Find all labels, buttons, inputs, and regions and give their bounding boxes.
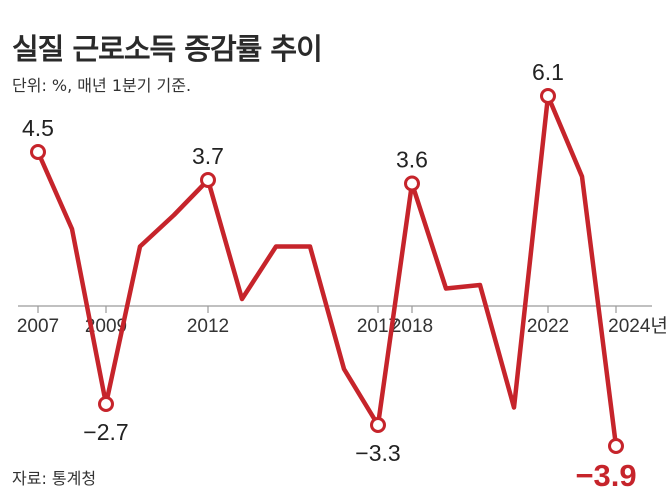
- data-label: −3.3: [355, 440, 400, 466]
- data-label: 3.6: [396, 147, 428, 173]
- data-label: 4.5: [22, 115, 54, 141]
- x-tick-label: 2024년: [608, 315, 668, 337]
- chart-title: 실질 근로소득 증감률 추이: [12, 32, 323, 66]
- series-line: [35, 93, 619, 449]
- data-point-marker: [608, 438, 624, 454]
- x-tick-label: 2012: [187, 316, 229, 337]
- chart-subtitle: 단위: %, 매년 1분기 기준.: [12, 76, 192, 95]
- x-tick-label: 2009: [85, 316, 127, 337]
- data-point-marker: [200, 172, 216, 188]
- source-note: 자료: 통계청: [12, 469, 97, 488]
- data-point-marker: [98, 396, 114, 412]
- x-tick-label: 2007: [17, 316, 59, 337]
- data-point-marker: [30, 144, 46, 160]
- data-point-marker: [370, 417, 386, 433]
- x-tick-label: 2018: [391, 316, 433, 337]
- data-label: −2.7: [83, 419, 128, 445]
- x-tick-label: 2017: [357, 316, 399, 337]
- data-label: 3.7: [192, 143, 224, 169]
- data-label-highlight: −3.9: [575, 458, 636, 493]
- x-tick-label: 2022: [527, 316, 569, 337]
- data-label: 6.1: [532, 59, 564, 85]
- data-point-marker: [540, 88, 556, 104]
- data-point-marker: [404, 175, 420, 192]
